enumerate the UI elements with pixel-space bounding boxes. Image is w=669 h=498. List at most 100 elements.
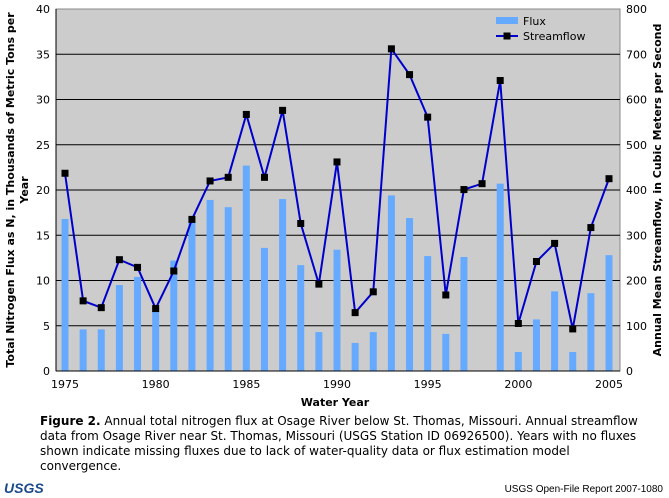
streamflow-point: [97, 304, 105, 312]
y-right-tick-label: 700: [626, 48, 647, 61]
flux-bar: [605, 255, 613, 371]
streamflow-point: [569, 325, 577, 333]
x-tick-label: 2000: [504, 378, 532, 391]
y-tick-label: 15: [36, 229, 50, 242]
streamflow-point: [188, 215, 196, 223]
flux-bar: [152, 306, 160, 371]
streamflow-point: [260, 173, 268, 181]
y-tick-label: 35: [36, 48, 50, 61]
legend-streamflow-label: Streamflow: [523, 30, 585, 43]
y-tick-label: 20: [36, 184, 50, 197]
flux-bar: [496, 183, 504, 371]
report-id: USGS Open-File Report 2007-1080: [504, 484, 663, 495]
y-right-tick-label: 400: [626, 184, 647, 197]
legend-flux-swatch: [496, 17, 518, 24]
footer: USGS USGS Open-File Report 2007-1080: [0, 479, 669, 498]
streamflow-point: [605, 175, 613, 183]
y-tick-label: 30: [36, 94, 50, 107]
y-right-tick-label: 500: [626, 139, 647, 152]
flux-bar: [532, 319, 540, 371]
streamflow-point: [406, 71, 414, 79]
flux-bar: [260, 247, 268, 371]
flux-bar: [79, 329, 87, 371]
flux-bar: [206, 199, 214, 371]
y-axis-label: Total Nitrogen Flux as N, in Thousands o…: [4, 12, 31, 368]
streamflow-point: [152, 305, 160, 313]
streamflow-point: [460, 186, 468, 194]
flux-bar: [61, 218, 69, 371]
streamflow-point: [496, 76, 504, 84]
y-right-axis-label: Annual Mean Streamflow, in Cubic Meters …: [651, 24, 664, 357]
streamflow-point: [242, 110, 250, 118]
y-tick-label: 40: [36, 3, 50, 16]
y-right-tick-label: 800: [626, 3, 647, 16]
streamflow-point: [79, 297, 87, 305]
flux-bar: [406, 218, 414, 371]
flux-bar: [569, 351, 577, 371]
y-tick-label: 25: [36, 139, 50, 152]
y-right-tick-label: 300: [626, 229, 647, 242]
flux-bar: [587, 293, 595, 371]
flux-bar: [242, 165, 250, 371]
streamflow-point: [551, 239, 559, 247]
streamflow-point: [514, 319, 522, 327]
legend-streamflow-marker: [503, 32, 511, 40]
flux-bar: [460, 256, 468, 371]
streamflow-point: [387, 45, 395, 53]
flux-bar: [170, 260, 178, 371]
flux-bar: [551, 291, 559, 371]
caption-label: Figure 2.: [40, 414, 101, 428]
usgs-logo: USGS: [4, 480, 44, 496]
flux-bar: [424, 256, 432, 371]
flux-bar: [315, 332, 323, 371]
flux-bar: [134, 276, 142, 371]
flux-bar: [224, 207, 232, 371]
x-tick-label: 1975: [51, 378, 79, 391]
flux-bar: [188, 220, 196, 371]
streamflow-point: [442, 291, 450, 299]
y-right-tick-label: 600: [626, 94, 647, 107]
flux-bar: [333, 249, 341, 371]
chart: 0510152025303540010020030040050060070080…: [36, 3, 664, 409]
flux-bar: [387, 195, 395, 371]
flux-bar: [115, 285, 123, 371]
streamflow-point: [224, 173, 232, 181]
streamflow-point: [61, 169, 69, 177]
streamflow-point: [279, 106, 287, 114]
streamflow-point: [115, 256, 123, 264]
streamflow-point: [532, 257, 540, 265]
y-right-tick-label: 200: [626, 275, 647, 288]
streamflow-point: [170, 267, 178, 275]
caption-text: Annual total nitrogen flux at Osage Rive…: [40, 414, 638, 473]
streamflow-point: [134, 263, 142, 271]
flux-bar: [351, 342, 359, 371]
flux-bar: [297, 265, 305, 371]
y-tick-label: 5: [43, 320, 50, 333]
streamflow-point: [424, 113, 432, 121]
flux-bar: [442, 333, 450, 371]
streamflow-point: [369, 288, 377, 296]
streamflow-point: [587, 224, 595, 232]
streamflow-point: [297, 219, 305, 227]
y-right-tick-label: 0: [626, 365, 633, 378]
x-tick-label: 1995: [414, 378, 442, 391]
y-right-tick-label: 100: [626, 320, 647, 333]
flux-bar: [369, 332, 377, 371]
y-tick-label: 0: [43, 365, 50, 378]
flux-bar: [514, 351, 522, 371]
streamflow-point: [315, 280, 323, 288]
streamflow-point: [478, 180, 486, 188]
y-tick-label: 10: [36, 275, 50, 288]
figure-caption: Figure 2. Annual total nitrogen flux at …: [40, 414, 650, 474]
streamflow-point: [206, 177, 214, 185]
flux-bar: [97, 329, 105, 371]
x-tick-label: 1985: [232, 378, 260, 391]
streamflow-point: [333, 158, 341, 166]
legend-flux-label: Flux: [523, 15, 546, 28]
x-tick-label: 1980: [142, 378, 170, 391]
x-tick-label: 1990: [323, 378, 351, 391]
streamflow-point: [351, 309, 359, 317]
x-axis-label: Water Year: [301, 396, 370, 409]
flux-bar: [279, 199, 287, 371]
x-tick-label: 2005: [595, 378, 623, 391]
